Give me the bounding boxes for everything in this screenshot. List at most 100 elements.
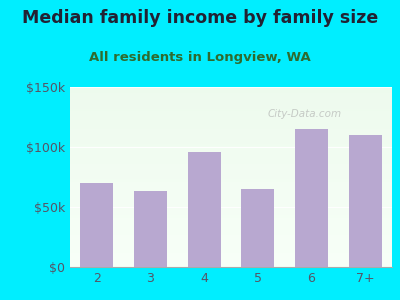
Bar <box>70 259 392 260</box>
Bar <box>70 125 392 126</box>
Bar <box>70 206 392 207</box>
Bar <box>70 194 392 195</box>
Bar <box>70 124 392 125</box>
Bar <box>70 139 392 140</box>
Bar <box>70 171 392 172</box>
Bar <box>70 186 392 187</box>
Bar <box>70 121 392 122</box>
Bar <box>70 251 392 252</box>
Bar <box>70 175 392 176</box>
Bar <box>70 106 392 107</box>
Bar <box>70 188 392 189</box>
Bar <box>70 102 392 103</box>
Bar <box>70 232 392 233</box>
Bar <box>134 191 167 267</box>
Bar <box>70 173 392 174</box>
Bar <box>70 256 392 257</box>
Bar <box>70 243 392 244</box>
Bar <box>70 95 392 96</box>
Bar <box>70 162 392 163</box>
Bar <box>348 135 382 267</box>
Bar <box>70 253 392 254</box>
Bar <box>70 216 392 217</box>
Bar <box>70 118 392 119</box>
Bar <box>70 231 392 232</box>
Bar <box>70 258 392 259</box>
Bar <box>70 101 392 102</box>
Bar <box>70 161 392 162</box>
Bar <box>70 150 392 151</box>
Bar <box>70 228 392 229</box>
Bar <box>70 89 392 90</box>
Bar <box>70 107 392 108</box>
Bar <box>70 202 392 203</box>
Bar <box>70 246 392 247</box>
Bar <box>70 154 392 155</box>
Bar <box>188 152 221 267</box>
Bar <box>70 151 392 152</box>
Bar <box>70 252 392 253</box>
Text: City-Data.com: City-Data.com <box>268 109 342 119</box>
Bar <box>70 113 392 114</box>
Bar <box>70 250 392 251</box>
Bar <box>70 144 392 145</box>
Bar <box>70 230 392 231</box>
Bar <box>70 208 392 209</box>
Bar <box>70 129 392 130</box>
Bar <box>70 110 392 111</box>
Bar <box>70 176 392 177</box>
Bar <box>70 163 392 164</box>
Bar <box>70 104 392 105</box>
Bar <box>70 126 392 127</box>
Bar <box>70 223 392 224</box>
Text: Median family income by family size: Median family income by family size <box>22 9 378 27</box>
Bar <box>70 146 392 147</box>
Bar <box>295 129 328 267</box>
Bar <box>70 92 392 93</box>
Bar <box>70 133 392 134</box>
Bar <box>70 149 392 150</box>
Bar <box>70 120 392 121</box>
Bar <box>70 200 392 201</box>
Bar <box>70 114 392 115</box>
Bar <box>70 229 392 230</box>
Bar <box>70 138 392 139</box>
Bar <box>70 166 392 167</box>
Bar <box>70 247 392 248</box>
Bar <box>70 195 392 196</box>
Bar <box>70 261 392 262</box>
Bar <box>70 197 392 198</box>
Bar <box>70 214 392 215</box>
Bar <box>70 155 392 156</box>
Bar <box>70 249 392 250</box>
Bar <box>70 116 392 117</box>
Bar <box>70 266 392 267</box>
Bar <box>70 183 392 184</box>
Bar <box>70 182 392 183</box>
Bar <box>70 105 392 106</box>
Bar <box>70 127 392 128</box>
Bar <box>70 172 392 173</box>
Bar <box>70 136 392 137</box>
Bar <box>70 141 392 142</box>
Bar <box>70 93 392 94</box>
Bar <box>70 148 392 149</box>
Bar <box>70 235 392 236</box>
Bar <box>70 207 392 208</box>
Bar <box>70 134 392 135</box>
Bar <box>70 131 392 132</box>
Bar <box>70 142 392 143</box>
Bar <box>70 260 392 261</box>
Bar <box>70 262 392 263</box>
Bar <box>70 159 392 160</box>
Bar <box>70 123 392 124</box>
Bar <box>70 90 392 91</box>
Bar <box>70 227 392 228</box>
Bar <box>70 100 392 101</box>
Bar <box>70 96 392 97</box>
Bar <box>70 193 392 194</box>
Bar <box>70 198 392 199</box>
Bar <box>70 153 392 154</box>
Bar <box>70 244 392 245</box>
Bar <box>70 99 392 100</box>
